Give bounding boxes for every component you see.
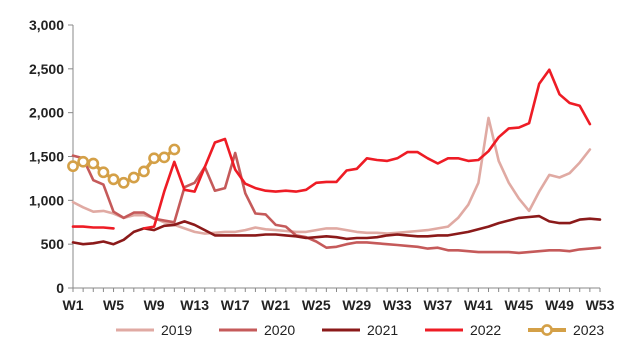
x-tick-label: W29: [342, 297, 371, 313]
legend-2019: 2019: [116, 322, 192, 338]
series-2021-line: [71, 214, 602, 246]
series-lines: [67, 68, 602, 255]
series-2023-point: [127, 171, 140, 184]
y-tick-label: 500: [41, 236, 65, 252]
y-tick-label: 0: [56, 280, 64, 296]
legend-2023-marker: [541, 324, 553, 336]
series-2022-line: [142, 68, 592, 230]
series-2022-line: [71, 225, 115, 230]
series-2020-line: [71, 151, 602, 255]
series-2023-point: [168, 143, 181, 156]
x-tick-label: W25: [302, 297, 331, 313]
series-2023-point: [87, 157, 100, 170]
y-tick-label: 1,000: [29, 192, 64, 208]
series-2023-point: [107, 173, 120, 186]
legend-2021-label: 2021: [367, 322, 398, 338]
legend-2022-label: 2022: [470, 322, 501, 338]
x-tick-label: W21: [261, 297, 290, 313]
x-axis-tick-labels: W1 W5 W9 W13 W17 W21 W25 W29 W33 W37 W41 W45 W49 W53: [63, 297, 615, 313]
legend-2023: 2023: [528, 322, 604, 338]
legend-2022: 2022: [425, 322, 501, 338]
series-2023-point: [97, 166, 110, 179]
y-tick-label: 1,500: [29, 149, 64, 165]
series-2023-point: [138, 165, 150, 178]
series-2023-point: [67, 160, 79, 173]
series-2023-point: [117, 176, 130, 189]
series-2023-point: [77, 155, 90, 168]
y-axis-tick-labels: 0 500 1,000 1,500 2,000 2,500 3,000: [29, 17, 64, 296]
series-2023-point: [148, 152, 160, 165]
y-tick-label: 3,000: [29, 17, 64, 33]
y-tick-label: 2,500: [29, 61, 64, 77]
x-tick-label: W33: [383, 297, 412, 313]
legend: 2019 2020 2021 2022 2023: [116, 322, 604, 338]
series-2023: [67, 143, 181, 189]
x-tick-label: W9: [144, 297, 165, 313]
x-tick-label: W53: [586, 297, 615, 313]
legend-2023-label: 2023: [573, 322, 604, 338]
series-2022: [71, 68, 592, 230]
series-2020: [71, 151, 602, 255]
x-tick-label: W13: [180, 297, 209, 313]
series-2023-point: [158, 151, 171, 164]
x-tick-label: W41: [464, 297, 493, 313]
legend-2020-label: 2020: [264, 322, 295, 338]
x-tick-label: W45: [505, 297, 534, 313]
axes: [68, 24, 601, 292]
y-tick-label: 2,000: [29, 105, 64, 121]
legend-2019-label: 2019: [161, 322, 192, 338]
series-2021: [71, 214, 602, 246]
x-tick-label: W37: [423, 297, 452, 313]
x-tick-label: W17: [221, 297, 250, 313]
legend-2020: 2020: [219, 322, 295, 338]
legend-2021: 2021: [322, 322, 398, 338]
x-tick-label: W1: [63, 297, 84, 313]
x-tick-label: W49: [545, 297, 574, 313]
x-tick-label: W5: [103, 297, 124, 313]
